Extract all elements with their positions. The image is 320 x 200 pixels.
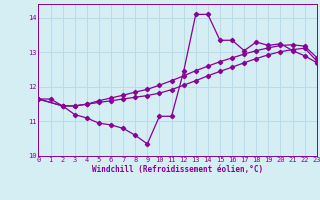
X-axis label: Windchill (Refroidissement éolien,°C): Windchill (Refroidissement éolien,°C) [92, 165, 263, 174]
